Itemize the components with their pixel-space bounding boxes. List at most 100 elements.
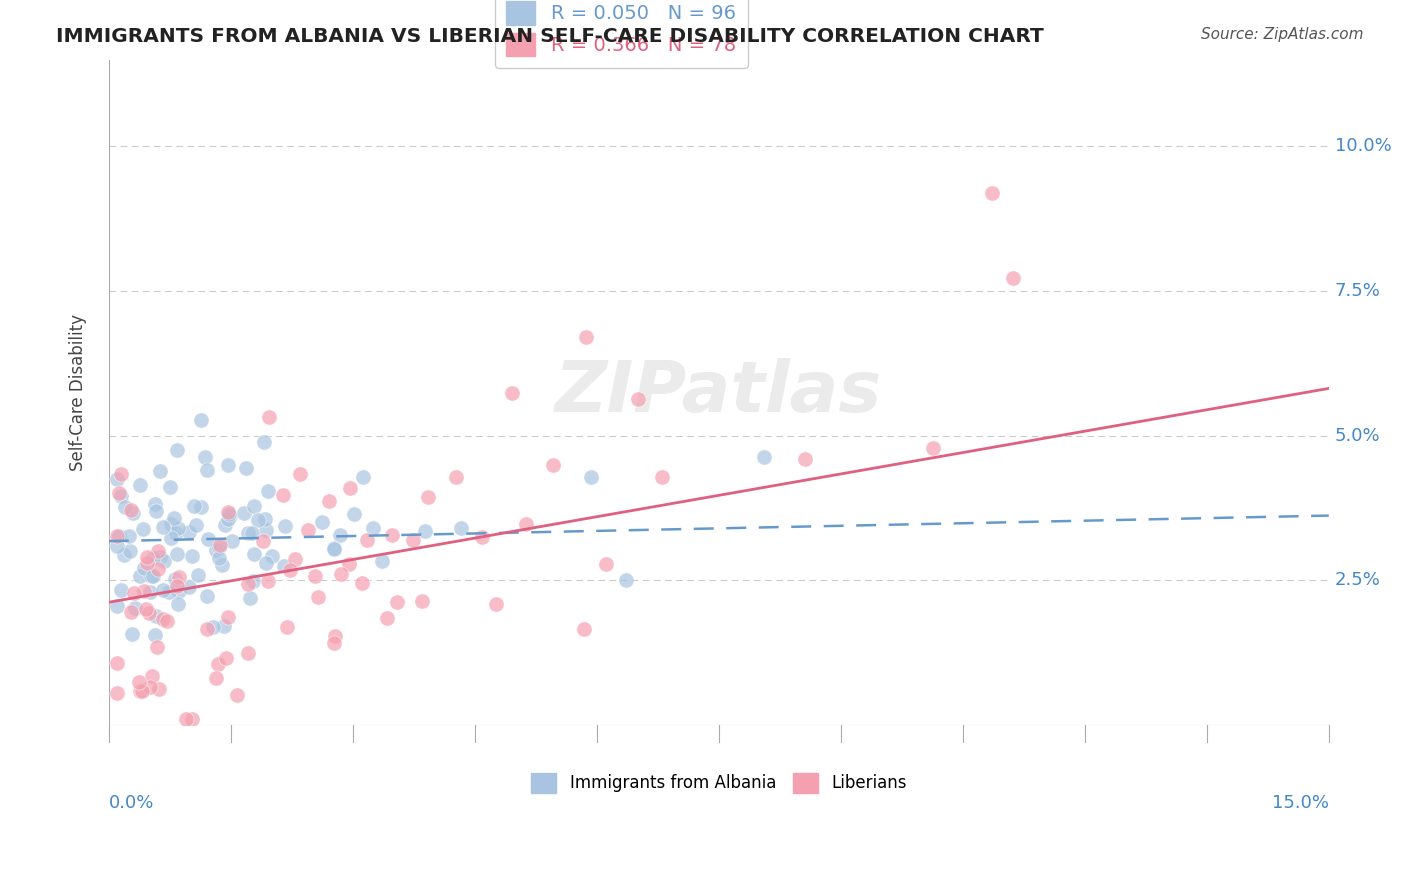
- Liberians: [444, 470, 467, 484]
- Immigrants from Albania: [311, 515, 333, 529]
- Liberians: [195, 623, 218, 637]
- Liberians: [541, 458, 564, 473]
- Liberians: [146, 544, 169, 558]
- Immigrants from Albania: [105, 472, 128, 486]
- Liberians: [288, 467, 311, 481]
- Liberians: [323, 629, 346, 643]
- Liberians: [572, 622, 595, 636]
- Text: IMMIGRANTS FROM ALBANIA VS LIBERIAN SELF-CARE DISABILITY CORRELATION CHART: IMMIGRANTS FROM ALBANIA VS LIBERIAN SELF…: [56, 27, 1045, 45]
- Liberians: [575, 330, 598, 344]
- Liberians: [276, 620, 298, 634]
- Liberians: [350, 576, 373, 591]
- Liberians: [145, 640, 167, 654]
- Liberians: [257, 409, 280, 424]
- Text: 5.0%: 5.0%: [1334, 426, 1381, 444]
- Immigrants from Albania: [118, 529, 141, 543]
- Liberians: [356, 533, 378, 547]
- Text: Source: ZipAtlas.com: Source: ZipAtlas.com: [1201, 27, 1364, 42]
- Immigrants from Albania: [152, 554, 174, 568]
- Liberians: [485, 597, 508, 611]
- Text: 7.5%: 7.5%: [1334, 282, 1381, 300]
- Immigrants from Albania: [112, 548, 135, 562]
- Immigrants from Albania: [180, 549, 202, 563]
- Text: 2.5%: 2.5%: [1334, 571, 1381, 590]
- Liberians: [166, 579, 188, 593]
- Immigrants from Albania: [262, 549, 284, 563]
- Immigrants from Albania: [253, 435, 276, 450]
- Immigrants from Albania: [194, 450, 217, 464]
- Immigrants from Albania: [108, 529, 131, 543]
- Immigrants from Albania: [214, 517, 236, 532]
- Liberians: [402, 533, 425, 547]
- Liberians: [329, 567, 352, 582]
- Immigrants from Albania: [149, 549, 172, 564]
- Immigrants from Albania: [105, 539, 128, 553]
- Liberians: [337, 558, 360, 572]
- Immigrants from Albania: [217, 458, 239, 473]
- Immigrants from Albania: [145, 608, 167, 623]
- Immigrants from Albania: [208, 540, 231, 554]
- Immigrants from Albania: [232, 507, 254, 521]
- Liberians: [271, 487, 294, 501]
- Immigrants from Albania: [218, 507, 240, 521]
- Liberians: [152, 612, 174, 626]
- Liberians: [304, 568, 326, 582]
- Immigrants from Albania: [177, 525, 200, 540]
- Immigrants from Albania: [343, 508, 366, 522]
- Immigrants from Albania: [322, 542, 344, 557]
- Liberians: [108, 486, 131, 500]
- Liberians: [501, 385, 523, 400]
- Immigrants from Albania: [246, 513, 269, 527]
- Liberians: [105, 656, 128, 670]
- Immigrants from Albania: [212, 619, 235, 633]
- Immigrants from Albania: [159, 516, 181, 531]
- Immigrants from Albania: [141, 568, 163, 582]
- Immigrants from Albania: [118, 544, 141, 558]
- Liberians: [980, 186, 1002, 200]
- Liberians: [217, 505, 239, 519]
- Liberians: [136, 556, 159, 570]
- Immigrants from Albania: [218, 511, 240, 525]
- Liberians: [138, 606, 160, 620]
- Liberians: [297, 523, 319, 537]
- Liberians: [141, 669, 163, 683]
- Liberians: [307, 590, 329, 604]
- Liberians: [794, 452, 817, 467]
- Immigrants from Albania: [163, 511, 186, 525]
- Immigrants from Albania: [166, 598, 188, 612]
- Immigrants from Albania: [242, 525, 264, 540]
- Immigrants from Albania: [132, 522, 155, 536]
- Liberians: [515, 516, 537, 531]
- Liberians: [252, 533, 274, 548]
- Immigrants from Albania: [207, 551, 229, 566]
- Immigrants from Albania: [145, 504, 167, 518]
- Immigrants from Albania: [190, 413, 212, 427]
- Immigrants from Albania: [614, 573, 637, 587]
- Liberians: [284, 552, 307, 566]
- Liberians: [105, 529, 128, 543]
- Liberians: [176, 712, 198, 726]
- Text: ZIPatlas: ZIPatlas: [555, 358, 883, 426]
- Immigrants from Albania: [190, 500, 212, 515]
- Immigrants from Albania: [167, 521, 190, 535]
- Immigrants from Albania: [110, 582, 132, 597]
- Immigrants from Albania: [243, 547, 266, 561]
- Immigrants from Albania: [165, 526, 187, 541]
- Immigrants from Albania: [274, 519, 297, 533]
- Liberians: [122, 585, 145, 599]
- Immigrants from Albania: [129, 477, 152, 491]
- Immigrants from Albania: [159, 480, 181, 494]
- Immigrants from Albania: [157, 585, 180, 599]
- Immigrants from Albania: [205, 542, 228, 557]
- Immigrants from Albania: [163, 572, 186, 586]
- Liberians: [146, 562, 169, 576]
- Liberians: [238, 577, 260, 591]
- Liberians: [339, 481, 361, 495]
- Liberians: [207, 657, 229, 672]
- Text: Self-Care Disability: Self-Care Disability: [69, 314, 87, 471]
- Liberians: [180, 712, 202, 726]
- Liberians: [134, 583, 156, 598]
- Immigrants from Albania: [114, 500, 136, 515]
- Immigrants from Albania: [329, 528, 352, 542]
- Liberians: [105, 686, 128, 700]
